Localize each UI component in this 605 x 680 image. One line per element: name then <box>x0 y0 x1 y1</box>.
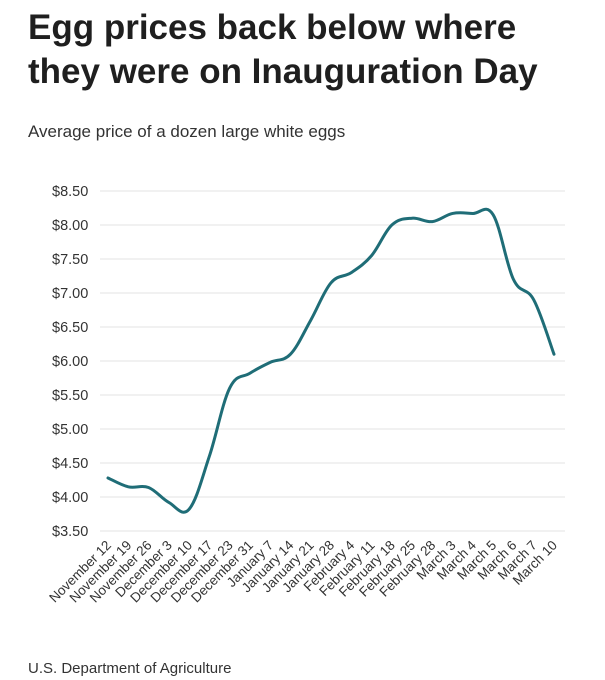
y-tick-label: $7.00 <box>52 286 88 302</box>
line-chart: $3.50 $4.00 $4.50 $5.00 $5.50 $6.00 $6.50 $7.00… <box>46 184 565 605</box>
data-point <box>552 352 556 356</box>
chart-title: Egg prices back below where they were on… <box>28 8 538 91</box>
data-point <box>390 223 394 227</box>
data-point <box>167 500 171 504</box>
data-point <box>329 281 333 285</box>
data-point <box>248 371 252 375</box>
y-tick-label: $6.50 <box>52 320 88 336</box>
source-note: U.S. Department of Agriculture <box>28 660 232 677</box>
y-tick-label: $4.00 <box>52 490 88 506</box>
data-point <box>410 216 414 220</box>
data-point <box>491 213 495 217</box>
chart-subtitle: Average price of a dozen large white egg… <box>28 122 346 141</box>
y-tick-label: $3.50 <box>52 524 88 540</box>
data-point <box>288 352 292 356</box>
data-point <box>187 507 191 511</box>
data-point <box>228 386 232 390</box>
data-point <box>451 211 455 215</box>
data-point <box>349 271 353 275</box>
y-tick-label: $6.00 <box>52 354 88 370</box>
data-point <box>268 360 272 364</box>
data-point <box>126 485 130 489</box>
data-point <box>147 485 151 489</box>
y-tick-label: $5.00 <box>52 422 88 438</box>
data-point <box>106 476 110 480</box>
data-point <box>309 318 313 322</box>
y-tick-label: $8.50 <box>52 184 88 200</box>
data-point <box>430 220 434 224</box>
data-point <box>532 298 536 302</box>
y-tick-label: $7.50 <box>52 252 88 268</box>
y-tick-label: $4.50 <box>52 456 88 472</box>
data-point <box>207 454 211 458</box>
data-point <box>471 211 475 215</box>
y-tick-label: $5.50 <box>52 388 88 404</box>
series-line <box>106 207 556 514</box>
y-tick-label: $8.00 <box>52 218 88 234</box>
data-point <box>511 277 515 281</box>
data-point <box>370 254 374 258</box>
